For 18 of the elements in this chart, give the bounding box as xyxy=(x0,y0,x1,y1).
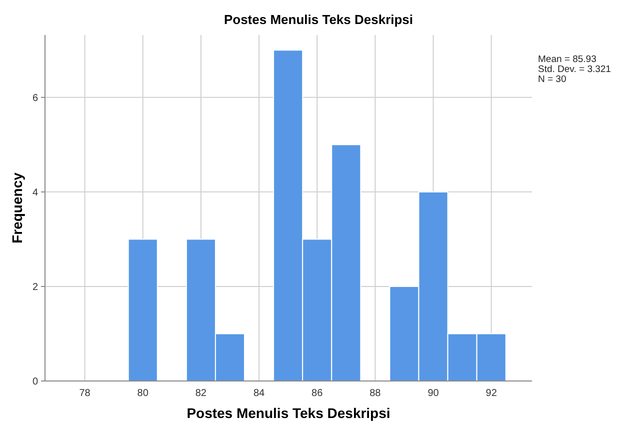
x-tick-label: 78 xyxy=(79,388,91,399)
x-tick-label: 86 xyxy=(312,388,324,399)
y-tick-label: 6 xyxy=(32,92,38,104)
y-tick-label: 0 xyxy=(32,376,38,388)
text: N = 30 xyxy=(538,74,566,85)
y-tick-label: 4 xyxy=(32,187,38,198)
x-tick-label: 82 xyxy=(195,388,207,399)
text: Std. Dev. = 3.321 xyxy=(538,64,611,75)
chart-title: Postes Menulis Teks Deskripsi xyxy=(224,12,414,27)
x-tick-label: 84 xyxy=(253,388,266,399)
text: Mean = 85.93 xyxy=(538,54,596,65)
x-tick-label: 80 xyxy=(137,388,149,399)
x-tick-label: 92 xyxy=(486,388,498,399)
x-axis-title: Postes Menulis Teks Deskripsi xyxy=(186,405,390,421)
y-tick-label: 2 xyxy=(32,282,38,293)
x-tick-label: 88 xyxy=(370,388,382,399)
x-tick-label: 90 xyxy=(428,388,440,399)
y-axis-title: Frequency xyxy=(9,172,25,244)
